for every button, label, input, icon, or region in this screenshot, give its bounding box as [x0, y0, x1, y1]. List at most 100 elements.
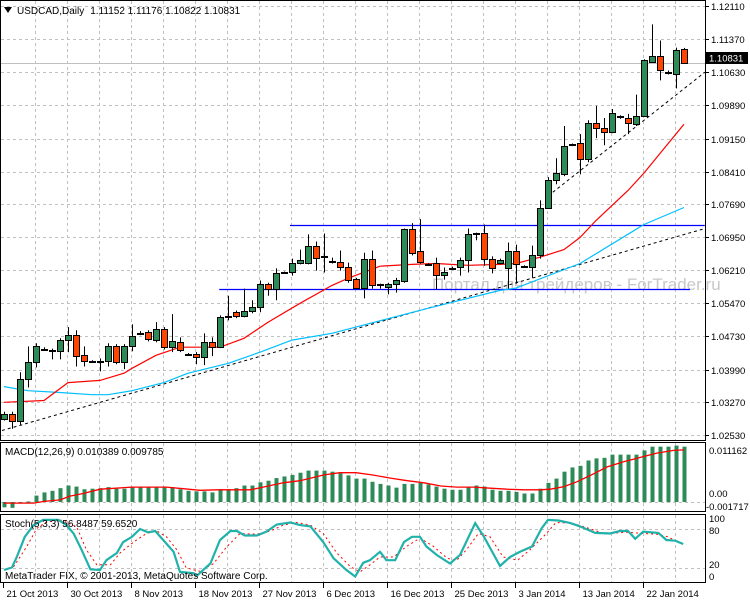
time-tick-label: 25 Dec 2013 [455, 589, 509, 600]
candle-body [553, 173, 560, 181]
stoch-axis-20: 20 [709, 560, 720, 571]
price-tick-label: 1.09890 [711, 101, 745, 112]
candle-doji [185, 354, 192, 356]
candle [209, 337, 216, 357]
candle-body [345, 267, 352, 281]
price-tick-label: 1.03270 [711, 398, 745, 409]
macd-histogram-bar [82, 489, 87, 502]
candle [649, 24, 656, 63]
macd-histogram-bar [98, 488, 103, 502]
candle [657, 40, 664, 81]
macd-histogram-bar [338, 473, 343, 502]
macd-label: MACD(12,26,9) 0.010389 0.009785 [5, 447, 164, 458]
candle-body [585, 123, 592, 160]
candle-body [385, 284, 392, 288]
candle [313, 241, 320, 271]
candle-body [265, 284, 272, 290]
candle [329, 257, 336, 264]
candle-body [681, 49, 688, 64]
candle [369, 250, 376, 289]
candle-body [529, 255, 536, 268]
candle-body [161, 329, 168, 348]
stochastic-chart-area[interactable] [3, 518, 684, 579]
stoch-panel-border [0, 514, 706, 583]
candle [409, 223, 416, 256]
macd-histogram-bar [178, 489, 183, 502]
candle-body [601, 128, 608, 133]
time-axis[interactable]: 21 Oct 2013 30 Oct 2013 8 Nov 2013 18 Nov 2… [3, 583, 699, 600]
candle [57, 338, 64, 360]
candle-doji [329, 261, 336, 263]
time-tick-label: 3 Jan 2014 [519, 589, 566, 600]
macd-histogram-bar [626, 454, 631, 502]
candle-body [561, 146, 568, 175]
candle-body [417, 251, 424, 263]
macd-axis-zero: 0.00 [709, 489, 728, 500]
candle-doji [41, 349, 48, 351]
price-tick-label: 1.11370 [711, 35, 745, 46]
triangle-down-icon[interactable] [4, 7, 12, 13]
candle-body [201, 342, 208, 358]
macd-histogram-bar [594, 458, 599, 502]
candle-body [465, 234, 472, 261]
price-chart-area[interactable] [1, 24, 705, 432]
macd-panel-border [0, 442, 706, 512]
candle-body [169, 341, 176, 348]
macd-histogram-bar [2, 502, 7, 508]
candle-doji [473, 233, 480, 235]
macd-histogram-bar [282, 476, 287, 502]
candle [633, 94, 640, 127]
candle-body [353, 279, 360, 289]
time-tick-label: 16 Dec 2013 [391, 589, 445, 600]
macd-chart-area[interactable] [2, 445, 687, 508]
candle-body [313, 246, 320, 259]
macd-histogram-bar [570, 467, 575, 502]
macd-histogram-bar [122, 488, 127, 502]
price-tick-label: 1.06210 [711, 266, 745, 277]
candle-doji [321, 256, 328, 258]
candle-body [505, 251, 512, 269]
macd-histogram-bar [170, 487, 175, 502]
candle [249, 300, 256, 314]
macd-histogram-bar [250, 485, 255, 502]
macd-histogram-bar [354, 478, 359, 502]
candle [641, 59, 648, 118]
candle [145, 330, 152, 342]
candle-body [441, 272, 448, 276]
candle-body [457, 260, 464, 268]
stoch-axis-80: 80 [709, 526, 720, 537]
candle [361, 252, 368, 299]
candle-doji [89, 361, 96, 363]
macd-histogram-bar [642, 450, 647, 502]
candle-body [177, 342, 184, 351]
candle-body [297, 260, 304, 264]
candle-doji [97, 361, 104, 363]
stoch-axis-0: 0 [709, 572, 714, 583]
symbol-name: USDCAD,Daily [17, 6, 84, 17]
time-tick-label: 18 Nov 2013 [199, 589, 253, 600]
candle [537, 200, 544, 259]
trend-line[interactable] [1, 228, 705, 432]
macd-histogram-bar [394, 487, 399, 502]
macd-histogram-bar [50, 490, 55, 502]
macd-histogram-bar [106, 487, 111, 502]
candle-doji [665, 72, 672, 74]
macd-histogram-bar [58, 488, 63, 502]
price-tick-label: 1.07690 [711, 200, 745, 211]
macd-histogram-bar [482, 486, 487, 502]
candle [89, 360, 96, 363]
macd-histogram-bar [666, 446, 671, 502]
macd-histogram-bar [426, 484, 431, 502]
price-axis[interactable]: 1.12110 1.11370 1.10630 1.09890 1.09150 1.084… [705, 2, 745, 442]
candle-body [305, 246, 312, 264]
macd-histogram-bar [578, 465, 583, 502]
candle-doji [617, 116, 624, 118]
candle [25, 346, 32, 388]
macd-histogram-bar [618, 454, 623, 502]
candle [577, 134, 584, 175]
candle-body [401, 229, 408, 282]
macd-histogram-bar [538, 488, 543, 502]
macd-histogram-bar [522, 493, 527, 502]
candle [73, 330, 80, 367]
